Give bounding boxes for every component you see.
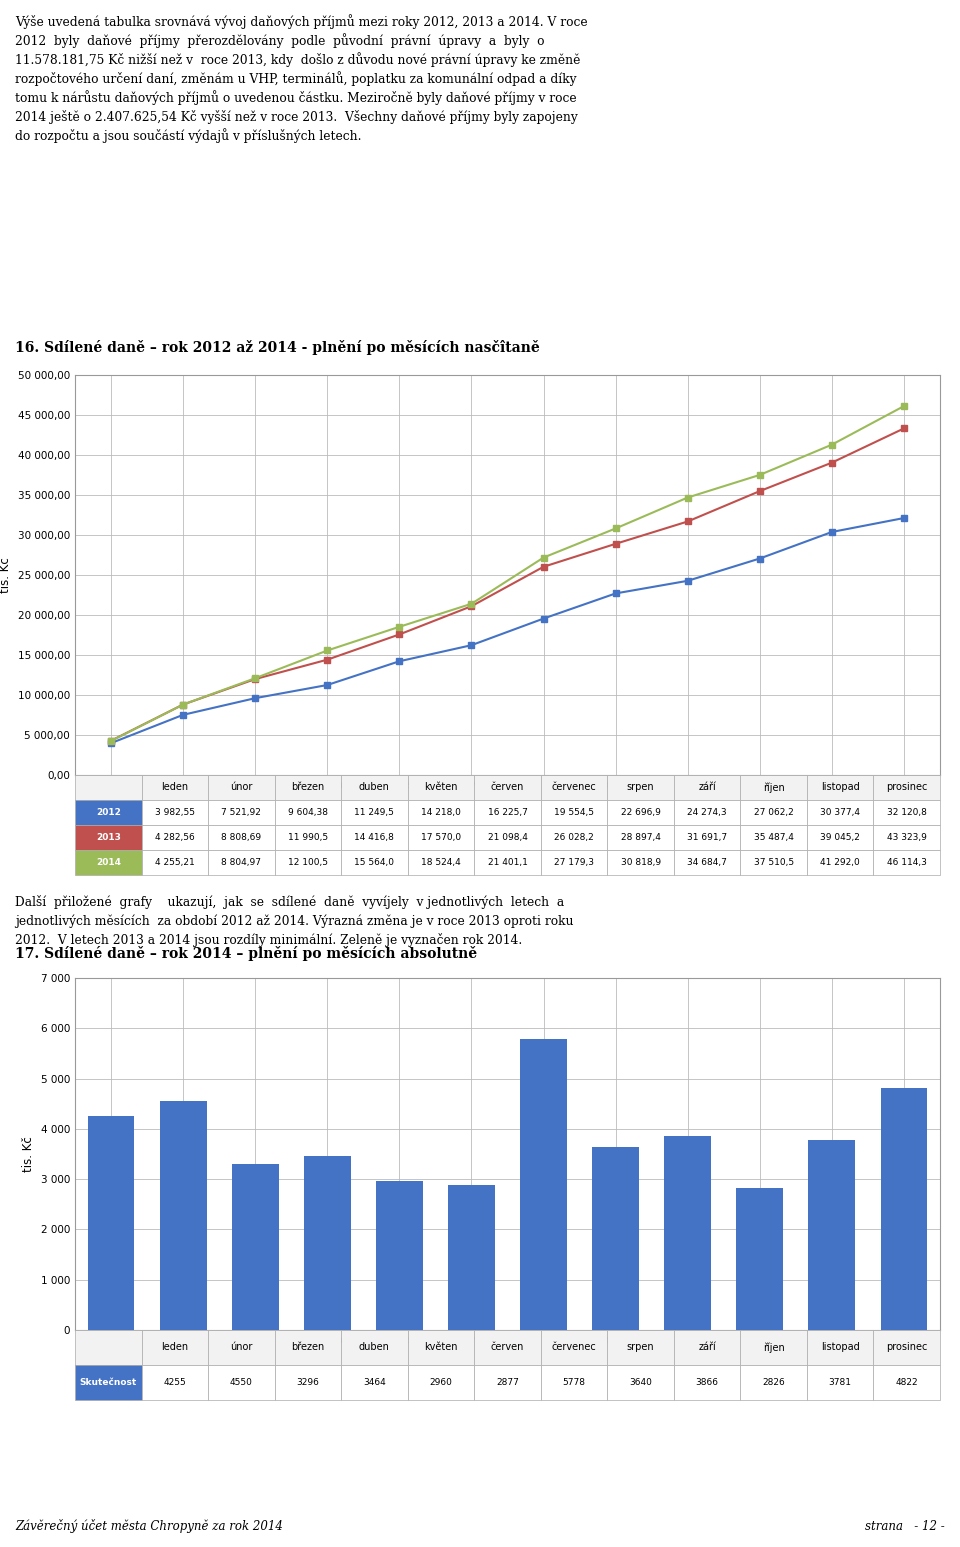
2014 xyxy=(754,466,765,484)
Text: Další  přiložené  grafy    ukazují,  jak  se  sdílené  daně  vyvíjely  v jednotl: Další přiložené grafy ukazují, jak se sd… xyxy=(15,896,564,910)
2014 xyxy=(250,668,261,687)
Text: do rozpočtu a jsou součástí výdajů v příslušných letech.: do rozpočtu a jsou součástí výdajů v pří… xyxy=(15,128,362,142)
Text: 11.578.181,75 Kč nižší než v  roce 2013, kdy  došlo z důvodu nové právní úpravy : 11.578.181,75 Kč nižší než v roce 2013, … xyxy=(15,53,581,67)
2013 xyxy=(610,535,621,554)
2012 xyxy=(178,705,189,724)
Bar xyxy=(520,1040,567,1330)
Bar xyxy=(664,1135,711,1330)
Text: strana   - 12 -: strana - 12 - xyxy=(865,1521,945,1533)
2013 xyxy=(106,732,117,750)
Bar xyxy=(592,1146,639,1330)
Text: 2014 ještě o 2.407.625,54 Kč vyšší než v roce 2013.  Všechny daňové příjmy byly : 2014 ještě o 2.407.625,54 Kč vyšší než v… xyxy=(15,110,578,124)
Text: jednotlivých měsících  za období 2012 až 2014. Výrazná změna je v roce 2013 opro: jednotlivých měsících za období 2012 až … xyxy=(15,914,573,928)
Text: 17. Sdílené daně – rok 2014 – plnění po měsících absolutně: 17. Sdílené daně – rok 2014 – plnění po … xyxy=(15,947,477,961)
Bar xyxy=(376,1182,422,1330)
Text: 16. Sdílené daně – rok 2012 až 2014 - plnění po měsících nasčîtaně: 16. Sdílené daně – rok 2012 až 2014 - pl… xyxy=(15,340,540,354)
Bar xyxy=(448,1185,495,1330)
Bar xyxy=(87,1115,134,1330)
2014 xyxy=(827,435,838,453)
2014 xyxy=(899,396,910,415)
2014 xyxy=(106,732,117,750)
2014 xyxy=(538,548,549,566)
Text: Výše uvedená tabulka srovnává vývoj daňových příjmů mezi roky 2012, 2013 a 2014.: Výše uvedená tabulka srovnává vývoj daňo… xyxy=(15,14,588,29)
Bar xyxy=(736,1188,783,1330)
Y-axis label: tis. Kč: tis. Kč xyxy=(0,557,12,593)
2014 xyxy=(466,594,477,613)
2012 xyxy=(106,733,117,752)
Text: rozpočtového určení daní, změnám u VHP, terminálů, poplatku za komunální odpad a: rozpočtového určení daní, změnám u VHP, … xyxy=(15,71,577,87)
2014 xyxy=(178,695,189,713)
2012 xyxy=(394,651,405,670)
2013 xyxy=(827,453,838,472)
Bar xyxy=(880,1088,927,1330)
2012 xyxy=(610,585,621,603)
2012 xyxy=(827,523,838,541)
2013 xyxy=(899,419,910,438)
2012 xyxy=(754,549,765,568)
Bar xyxy=(159,1101,206,1330)
Line: 2014: 2014 xyxy=(108,402,907,744)
2012 xyxy=(250,688,261,707)
2013 xyxy=(250,670,261,688)
Y-axis label: tis. Kč: tis. Kč xyxy=(22,1135,36,1173)
Line: 2012: 2012 xyxy=(108,515,907,747)
2012 xyxy=(538,610,549,628)
2013 xyxy=(754,481,765,500)
2013 xyxy=(682,512,693,531)
Text: 2012.  V letech 2013 a 2014 jsou rozdíly minimální. Zeleně je vyznačen rok 2014.: 2012. V letech 2013 a 2014 jsou rozdíly … xyxy=(15,933,522,947)
2014 xyxy=(394,617,405,636)
2014 xyxy=(610,520,621,538)
2014 xyxy=(322,640,333,659)
Line: 2013: 2013 xyxy=(108,425,907,744)
2012 xyxy=(466,636,477,654)
Bar xyxy=(808,1140,855,1330)
Text: Závěrečný účet města Chropyně za rok 2014: Závěrečný účet města Chropyně za rok 201… xyxy=(15,1519,283,1533)
Text: tomu k nárůstu daňových příjmů o uvedenou částku. Meziročně byly daňové příjmy v: tomu k nárůstu daňových příjmů o uvedeno… xyxy=(15,90,577,105)
2012 xyxy=(899,509,910,528)
2014 xyxy=(682,489,693,507)
Bar xyxy=(231,1165,278,1330)
2012 xyxy=(682,571,693,589)
2013 xyxy=(466,597,477,616)
Bar xyxy=(304,1156,350,1330)
Text: 2012  byly  daňové  příjmy  přerozdělovány  podle  původní  právní  úpravy  a  b: 2012 byly daňové příjmy přerozdělovány p… xyxy=(15,32,544,48)
2012 xyxy=(322,676,333,695)
2013 xyxy=(322,650,333,668)
2013 xyxy=(538,557,549,575)
2013 xyxy=(178,695,189,713)
2013 xyxy=(394,625,405,644)
